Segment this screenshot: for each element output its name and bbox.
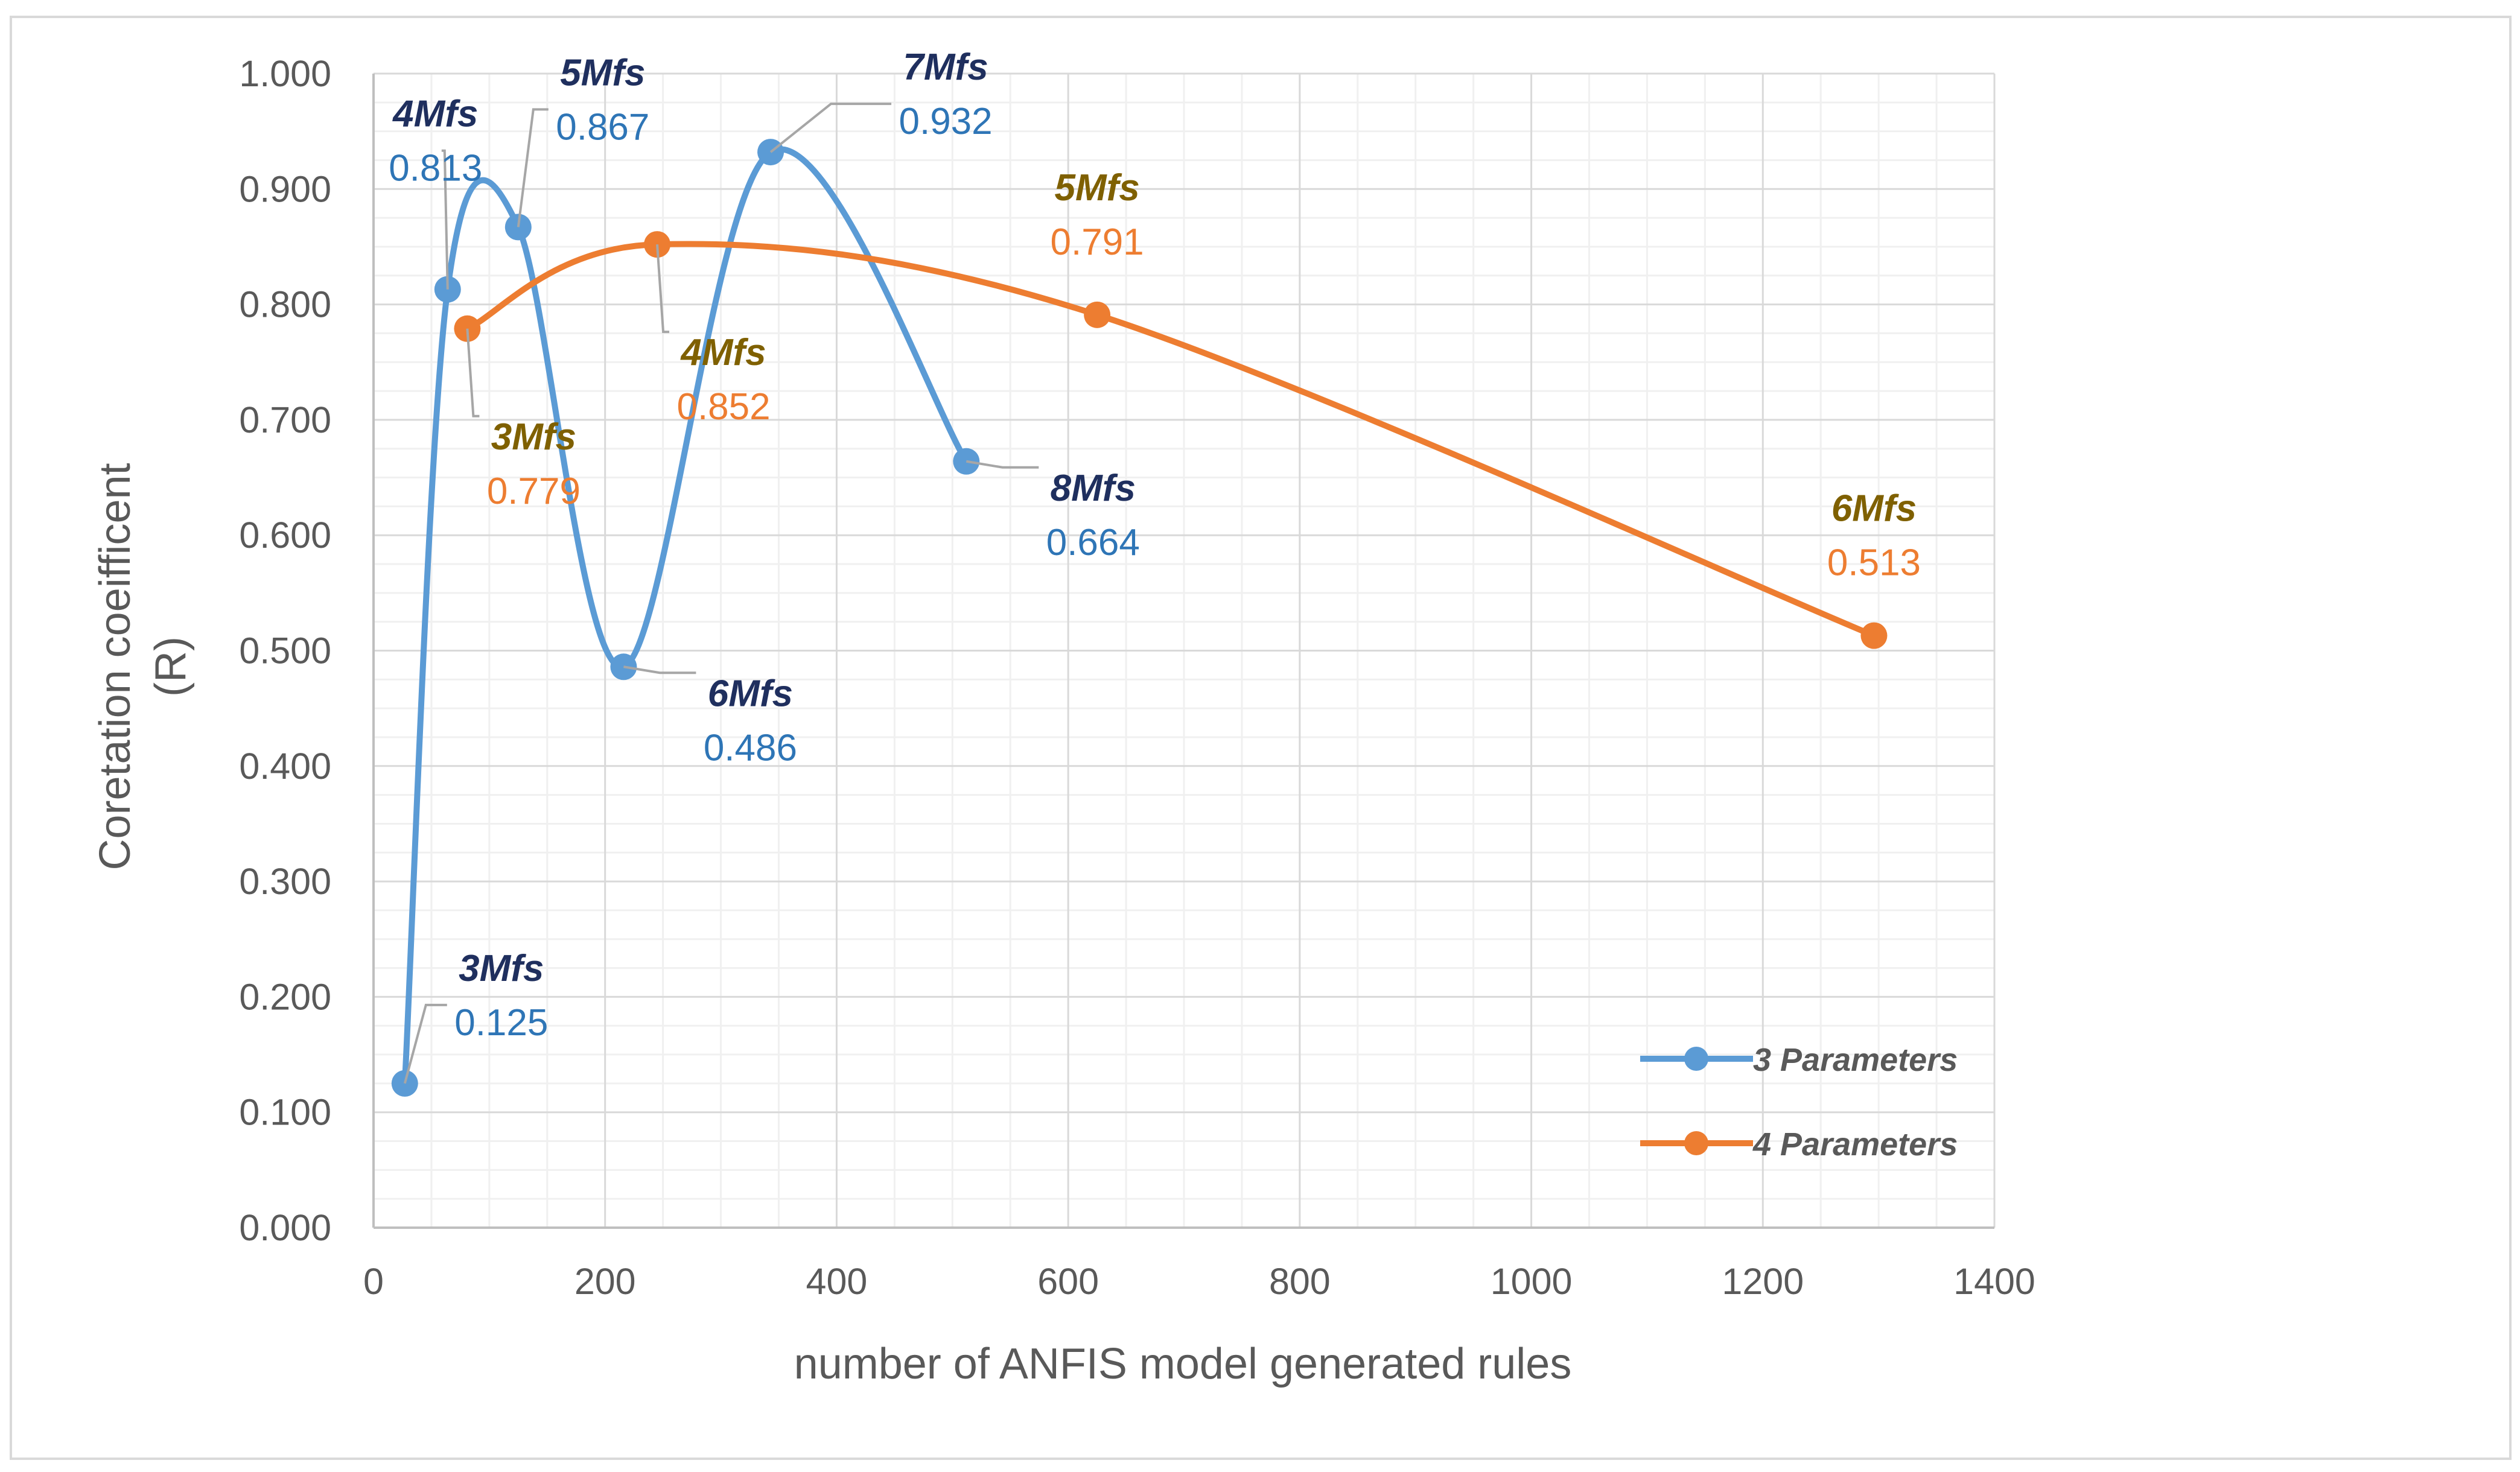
y-tick-label: 0.900	[239, 168, 331, 209]
series-4-parameters	[454, 231, 1888, 649]
leader-line	[966, 460, 1039, 469]
x-tick-label: 400	[806, 1261, 868, 1302]
data-label-value: 0.486	[704, 727, 797, 769]
data-label-mfs: 6Mfs	[1831, 488, 1917, 530]
series-line	[464, 241, 1877, 639]
legend-label: 4 Parameters	[1752, 1126, 1958, 1163]
data-label-value: 0.867	[556, 106, 649, 148]
y-tick-label: 0.000	[239, 1207, 331, 1248]
leader-line	[656, 244, 670, 334]
data-label-value: 0.813	[389, 148, 482, 189]
x-axis-title: number of ANFIS model generated rules	[794, 1340, 1572, 1388]
leader-line	[623, 665, 696, 674]
data-label-value: 0.791	[1051, 221, 1144, 263]
grid	[372, 72, 1996, 1229]
y-axis-title-line2: (R)	[147, 636, 195, 697]
x-tick-label: 200	[574, 1261, 636, 1302]
series-line	[401, 146, 970, 1087]
y-tick-label: 0.500	[239, 630, 331, 671]
y-tick-label: 0.400	[239, 746, 331, 787]
data-label-mfs: 4Mfs	[392, 94, 478, 135]
legend-marker	[1684, 1131, 1708, 1155]
x-tick-label: 600	[1037, 1261, 1099, 1302]
data-label-value: 0.779	[487, 471, 581, 512]
legend: 3 Parameters 4 Parameters	[1640, 1042, 1958, 1163]
leader-line	[466, 328, 480, 417]
data-point	[1084, 301, 1111, 328]
y-tick-label: 0.600	[239, 515, 331, 556]
y-axis-title-line1: Coretation coeifficent	[91, 463, 139, 870]
leader-line	[441, 149, 449, 290]
y-tick-label: 0.800	[239, 284, 331, 325]
leader-line	[403, 1003, 447, 1084]
data-label-mfs: 3Mfs	[491, 416, 576, 458]
data-label-value: 0.125	[454, 1002, 548, 1044]
series-layer	[391, 139, 1888, 1097]
y-tick-label: 1.000	[239, 53, 331, 94]
y-tick-label: 0.100	[239, 1092, 331, 1133]
x-tick-label: 1400	[1953, 1261, 2035, 1302]
y-axis-title: Coretation coeifficent (R)	[91, 463, 195, 870]
data-label-value: 0.852	[676, 386, 770, 428]
data-point	[1860, 622, 1888, 649]
y-tick-label: 0.200	[239, 976, 331, 1017]
y-tick-label: 0.300	[239, 861, 331, 902]
x-tick-label: 0	[363, 1261, 384, 1302]
data-label-mfs: 6Mfs	[708, 673, 793, 714]
legend-label: 3 Parameters	[1753, 1042, 1958, 1078]
legend-marker	[1684, 1047, 1708, 1071]
legend-item: 3 Parameters	[1640, 1042, 1958, 1078]
data-label-mfs: 5Mfs	[560, 52, 645, 94]
legend-item: 4 Parameters	[1640, 1126, 1958, 1163]
x-tick-label: 1000	[1491, 1261, 1573, 1302]
data-label-mfs: 7Mfs	[903, 46, 988, 88]
data-label-mfs: 3Mfs	[459, 948, 544, 989]
leader-line	[769, 103, 892, 153]
x-tick-label: 1200	[1722, 1261, 1804, 1302]
data-label-mfs: 5Mfs	[1054, 167, 1139, 209]
y-tick-label: 0.700	[239, 399, 331, 440]
data-label-value: 0.932	[899, 101, 992, 142]
axes: 0 200 400 600 800 1000 1200 1400 0.000 0.100 0.200…	[239, 53, 2035, 1302]
data-label-mfs: 8Mfs	[1051, 468, 1136, 509]
data-label-value: 0.513	[1827, 542, 1921, 584]
x-tick-label: 800	[1269, 1261, 1331, 1302]
leader-line	[517, 108, 549, 227]
data-label-value: 0.664	[1046, 522, 1140, 563]
data-labels: 3Mfs 0.125 4Mfs 0.813 5Mfs 0.867 6Mfs 0.486 7Mfs…	[389, 46, 1921, 1084]
data-label-mfs: 4Mfs	[679, 332, 766, 373]
